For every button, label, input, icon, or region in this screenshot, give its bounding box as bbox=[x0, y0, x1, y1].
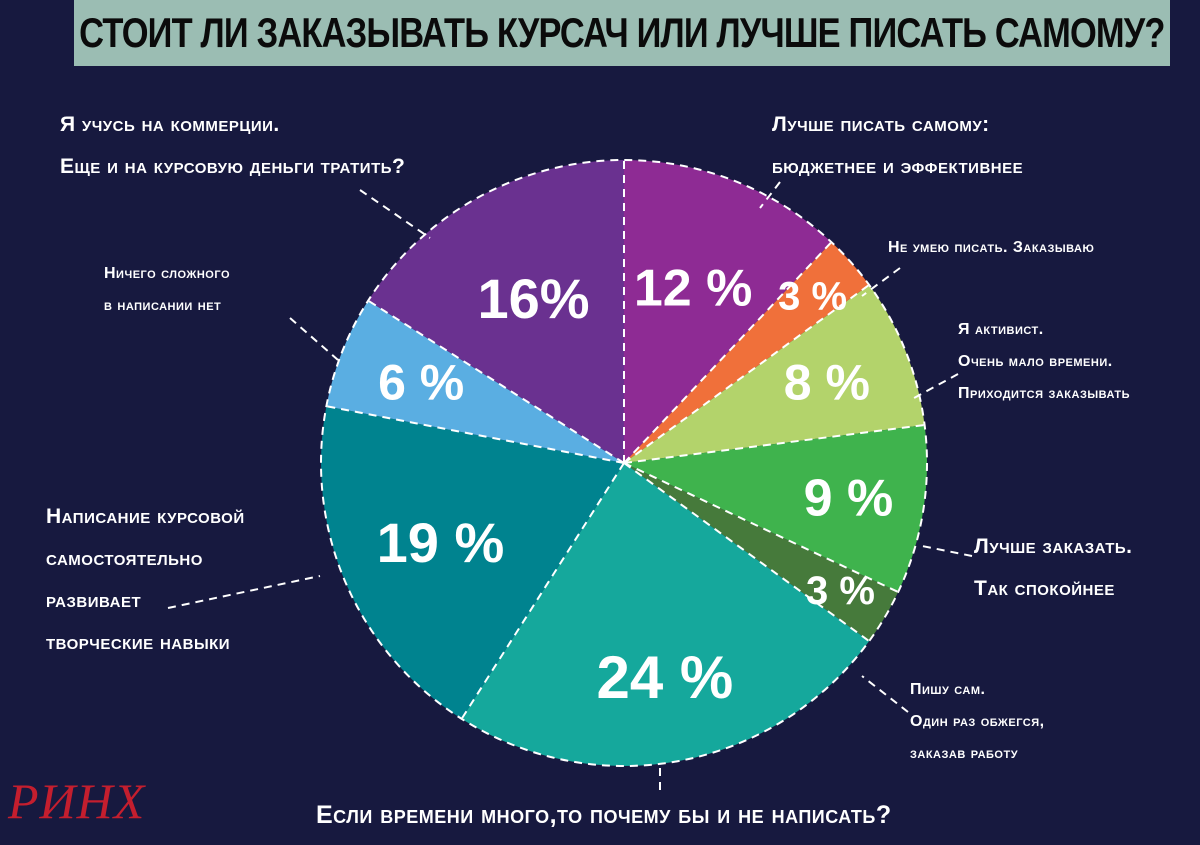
slice-dividers bbox=[320, 159, 928, 767]
percent-label: 24 % bbox=[596, 644, 733, 711]
label-burned-once: Пишу сам. Один раз обжегся, заказав рабо… bbox=[910, 681, 1045, 762]
slice-divider bbox=[623, 284, 870, 464]
slice-divider bbox=[367, 299, 625, 464]
slice-divider bbox=[326, 405, 625, 464]
slice-divider bbox=[623, 462, 899, 593]
slice-divider bbox=[460, 462, 625, 720]
leader-line bbox=[289, 317, 339, 361]
title-bar: СТОИТ ЛИ ЗАКАЗЫВАТЬ КУРСАЧ ИЛИ ЛУЧШЕ ПИС… bbox=[74, 0, 1170, 66]
label-order-calmer: Лучше заказать. Так спокойнее bbox=[974, 535, 1133, 600]
pie-slice bbox=[321, 406, 624, 719]
pie-slice bbox=[624, 284, 925, 463]
pie-slices bbox=[321, 160, 928, 766]
label-nothing-hard: Ничего сложного в написании нет bbox=[104, 265, 231, 314]
percent-label: 16% bbox=[477, 267, 589, 330]
chart-title: СТОИТ ЛИ ЗАКАЗЫВАТЬ КУРСАЧ ИЛИ ЛУЧШЕ ПИС… bbox=[79, 9, 1165, 56]
leader-line bbox=[359, 189, 431, 239]
percent-labels: 12 % 3 % 8 % 9 % 3 % 24 % 19 % 6 %16% bbox=[377, 259, 894, 710]
percent-label: 12 % bbox=[634, 259, 753, 317]
leader-line bbox=[861, 267, 901, 297]
percent-label: 3 % bbox=[778, 275, 847, 319]
pie-slice bbox=[624, 425, 928, 593]
percent-label: 19 % bbox=[377, 511, 505, 574]
label-much-time: Если времени много,то почему бы и не нап… bbox=[316, 801, 892, 829]
slice-divider bbox=[623, 462, 870, 642]
label-commerce: Я учусь на коммерции. Еще и на курсовую … bbox=[60, 113, 406, 178]
label-write-self: Лучше писать самому: бюджетнее и эффекти… bbox=[772, 113, 1024, 178]
label-cannot-write: Не умею писать. Заказываю bbox=[888, 239, 1095, 256]
leader-line bbox=[167, 575, 321, 609]
pie-slice bbox=[624, 242, 870, 463]
percent-label: 9 % bbox=[804, 470, 894, 528]
pie-slice bbox=[461, 463, 870, 766]
pie-slice bbox=[624, 463, 899, 642]
slice-divider bbox=[623, 241, 833, 464]
pie-slice bbox=[368, 160, 624, 463]
watermark-logo: РИНХ bbox=[8, 773, 146, 829]
leader-line bbox=[861, 675, 909, 713]
percent-label: 3 % bbox=[806, 569, 875, 613]
slice-divider bbox=[623, 424, 925, 464]
pie-slice bbox=[326, 300, 624, 463]
label-creative-skills: Написание курсовой самостоятельно развив… bbox=[46, 505, 245, 654]
leader-line bbox=[759, 181, 781, 209]
pie-rim bbox=[320, 159, 928, 767]
leader-line bbox=[921, 545, 973, 557]
percent-label: 8 % bbox=[784, 355, 870, 411]
leader-line bbox=[913, 373, 959, 399]
label-activist: Я активист. Очень мало времени. Приходит… bbox=[958, 321, 1131, 402]
pie-slice bbox=[624, 160, 832, 463]
percent-label: 6 % bbox=[378, 355, 464, 411]
leader-lines bbox=[167, 181, 973, 790]
